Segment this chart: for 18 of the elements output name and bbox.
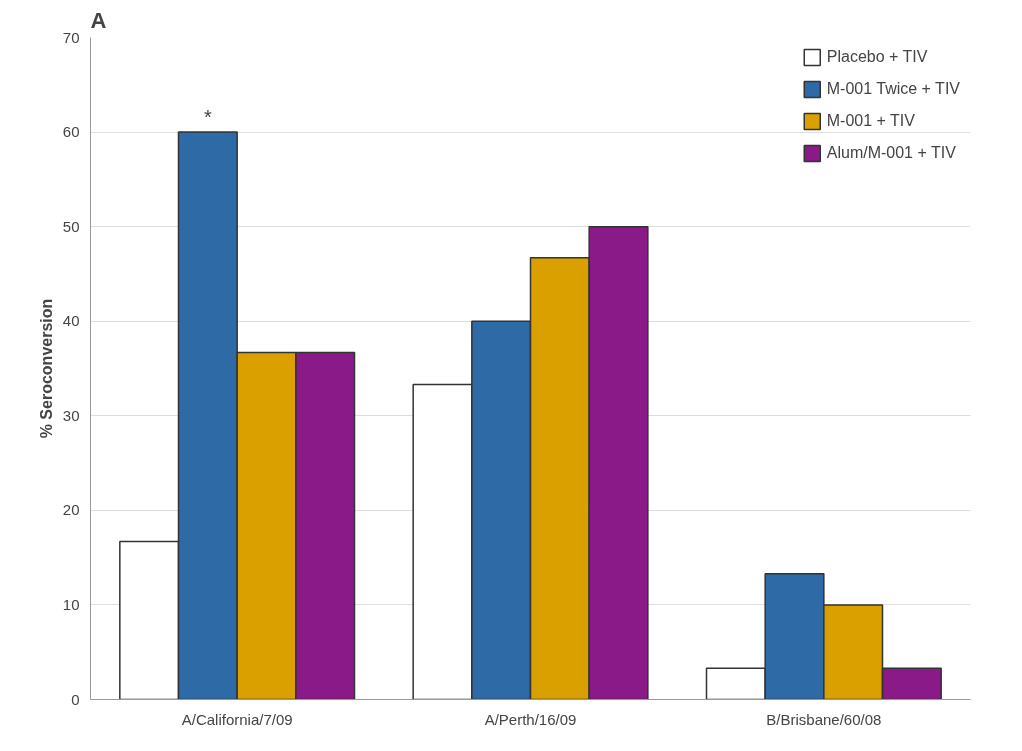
annotation: *	[203, 106, 212, 129]
y-tick-label: 30	[62, 406, 80, 424]
y-tick-label: 40	[62, 312, 80, 330]
y-axis-title: % Seroconversion	[37, 298, 55, 439]
x-tick-label: A/California/7/09	[181, 710, 293, 728]
legend-label: M-001 Twice + TIV	[826, 80, 960, 98]
y-tick-label: 70	[62, 28, 80, 46]
legend-label: Alum/M-001 + TIV	[826, 144, 956, 162]
y-tick-label: 20	[62, 501, 80, 519]
legend-label: M-001 + TIV	[826, 112, 915, 130]
legend-label: Placebo + TIV	[826, 48, 928, 66]
y-tick-label: 60	[62, 123, 80, 141]
chart-title: A	[90, 7, 107, 33]
y-tick-label: 10	[62, 595, 80, 613]
y-tick-label: 50	[62, 217, 80, 235]
x-tick-label: B/Brisbane/60/08	[766, 710, 882, 728]
x-tick-label: A/Perth/16/09	[484, 710, 577, 728]
y-tick-label: 0	[71, 690, 80, 708]
